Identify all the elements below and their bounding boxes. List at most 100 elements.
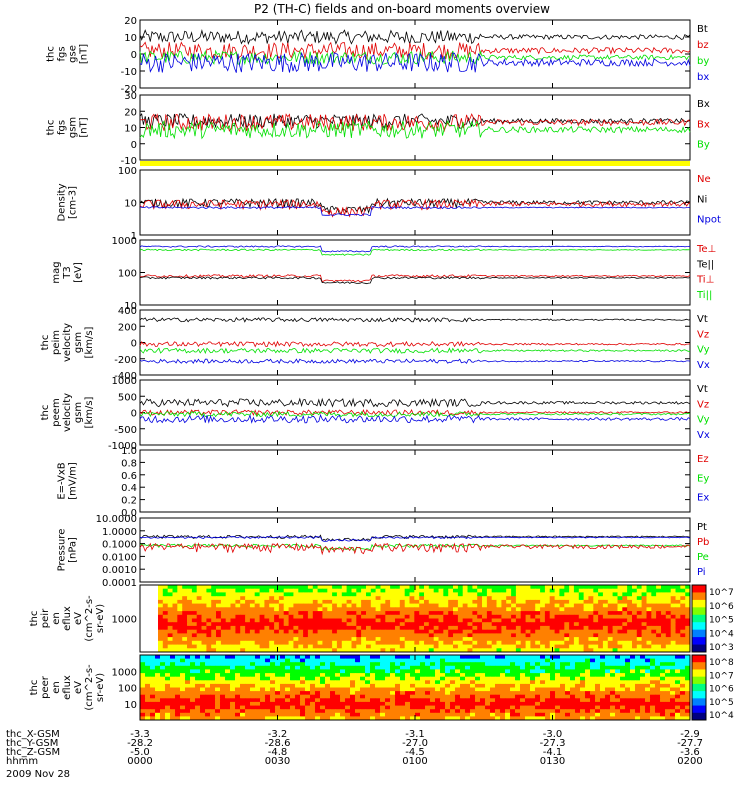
heatmap-cell <box>480 683 486 688</box>
heatmap-cell <box>160 687 166 692</box>
heatmap-cell <box>595 680 601 685</box>
legend-label: Ni <box>697 194 707 205</box>
heatmap-cell <box>515 596 522 601</box>
heatmap-cell <box>310 712 316 717</box>
heatmap-cell <box>620 705 626 710</box>
heatmap-cell <box>443 611 449 616</box>
heatmap-cell <box>640 676 646 681</box>
heatmap-cell <box>206 625 212 631</box>
heatmap-cell <box>573 625 580 631</box>
heatmap-cell <box>685 648 691 653</box>
heatmap-cell <box>575 701 581 706</box>
heatmap-cell <box>685 611 691 616</box>
heatmap-cell <box>270 698 276 703</box>
heatmap-cell <box>420 712 426 717</box>
heatmap-cell <box>620 673 626 678</box>
heatmap-cell <box>366 648 372 653</box>
heatmap-cell <box>172 637 178 642</box>
heatmap-cell <box>180 665 186 670</box>
heatmap-cell <box>665 709 671 714</box>
heatmap-cell <box>500 687 506 692</box>
heatmap-cell <box>375 622 381 627</box>
heatmap-cell <box>140 662 146 667</box>
heatmap-cell <box>230 618 236 623</box>
ytick-label: 1.0 <box>121 446 137 457</box>
heatmap-cell <box>370 716 376 721</box>
heatmap-cell <box>554 611 560 616</box>
heatmap-cell <box>327 648 333 653</box>
heatmap-cell <box>660 698 666 703</box>
heatmap-cell <box>274 603 280 608</box>
heatmap-cell <box>593 622 599 627</box>
heatmap-cell <box>274 640 280 645</box>
heatmap-cell <box>540 716 546 721</box>
heatmap-cell <box>491 607 497 612</box>
heatmap-cell <box>625 683 631 688</box>
heatmap-cell <box>285 662 291 667</box>
heatmap-cell <box>670 665 676 670</box>
heatmap-cell <box>341 596 348 601</box>
heatmap-cell <box>206 585 212 590</box>
ytick-label: 0.6 <box>121 471 137 482</box>
heatmap-cell <box>254 585 260 590</box>
heatmap-cell <box>455 662 461 667</box>
footer-value: -28.6 <box>265 738 291 749</box>
heatmap-cell <box>158 637 164 642</box>
heatmap-cell <box>685 629 691 634</box>
heatmap-cell <box>225 648 231 653</box>
heatmap-cell <box>335 701 341 706</box>
heatmap-cell <box>165 680 171 685</box>
heatmap-cell <box>230 665 236 670</box>
heatmap-cell <box>175 691 181 696</box>
heatmap-cell <box>312 603 319 608</box>
heatmap-cell <box>660 683 666 688</box>
heatmap-cell <box>409 603 415 608</box>
heatmap-cell <box>450 698 456 703</box>
heatmap-cell <box>345 680 351 685</box>
heatmap-cell <box>570 709 576 714</box>
heatmap-cell <box>605 669 611 674</box>
heatmap-cell <box>185 705 191 710</box>
heatmap-cell <box>675 665 681 670</box>
heatmap-cell <box>341 607 348 612</box>
heatmap-cell <box>190 716 196 721</box>
heatmap-cell <box>455 709 461 714</box>
heatmap-cell <box>593 640 599 645</box>
heatmap-cell <box>465 694 471 699</box>
heatmap-cell <box>651 644 657 649</box>
heatmap-cell <box>235 709 241 714</box>
heatmap-cell <box>480 687 486 692</box>
heatmap-cell <box>220 648 227 653</box>
heatmap-cell <box>424 629 430 634</box>
heatmap-cell <box>211 622 217 627</box>
heatmap-cell <box>540 691 546 696</box>
heatmap-cell <box>505 655 511 660</box>
heatmap-cell <box>665 637 672 642</box>
heatmap-cell <box>630 683 636 688</box>
heatmap-cell <box>415 694 421 699</box>
heatmap-cell <box>240 618 246 623</box>
heatmap-cell <box>305 698 311 703</box>
heatmap-cell <box>305 673 311 678</box>
heatmap-cell <box>607 637 614 642</box>
heatmap-cell <box>175 716 181 721</box>
heatmap-cell <box>298 607 304 612</box>
heatmap-cell <box>559 607 565 612</box>
heatmap-cell <box>390 607 396 612</box>
heatmap-cell <box>225 585 231 590</box>
heatmap-cell <box>424 603 430 608</box>
heatmap-cell <box>270 691 276 696</box>
heatmap-cell <box>312 622 319 627</box>
heatmap-cell <box>375 698 381 703</box>
heatmap-cell <box>480 709 486 714</box>
heatmap-cell <box>404 588 410 593</box>
heatmap-cell <box>250 705 256 710</box>
heatmap-cell <box>414 607 420 612</box>
heatmap-cell <box>460 687 466 692</box>
footer-value: 0200 <box>677 756 702 767</box>
heatmap-cell <box>285 669 291 674</box>
heatmap-cell <box>615 665 621 670</box>
heatmap-cell <box>675 716 681 721</box>
heatmap-cell <box>195 680 201 685</box>
